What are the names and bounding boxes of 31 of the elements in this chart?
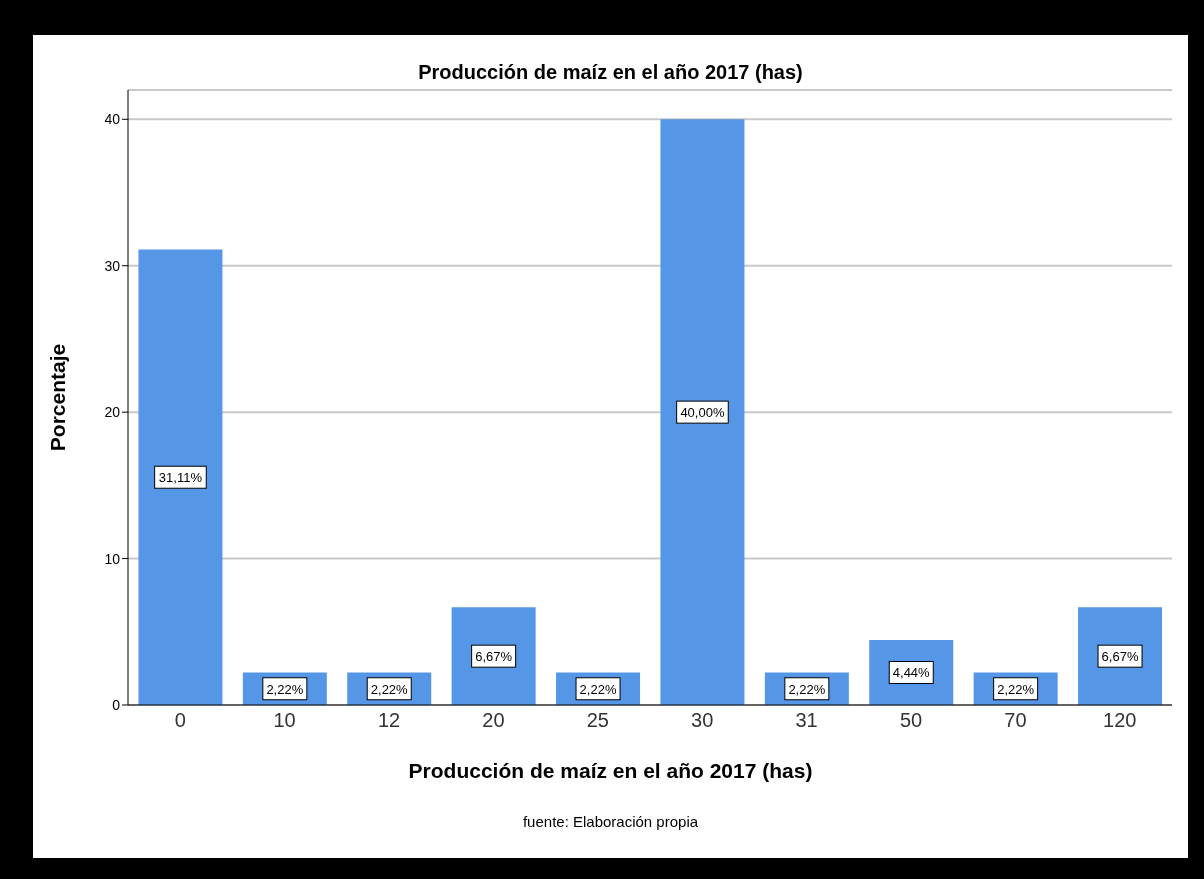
y-tick-label: 0 <box>112 696 121 713</box>
chart-title: Producción de maíz en el año 2017 (has) <box>417 61 804 84</box>
data-label: 2,22% <box>788 681 826 697</box>
bar <box>138 249 223 705</box>
y-axis-title: Porcentaje <box>46 343 70 452</box>
x-tick-label: 70 <box>1004 709 1027 732</box>
data-label: 6,67% <box>1101 649 1139 665</box>
data-label: 4,44% <box>892 665 931 681</box>
data-label: 6,67% <box>475 649 513 665</box>
x-tick-label: 0 <box>174 709 186 732</box>
data-label: 31,11% <box>158 470 203 486</box>
y-tick-label: 10 <box>104 550 121 567</box>
y-tick-label: 40 <box>104 111 121 128</box>
data-label: 2,22% <box>579 681 617 697</box>
x-tick-label: 20 <box>482 709 505 732</box>
y-tick-label: 30 <box>104 257 121 274</box>
source-note: fuente: Elaboración propia <box>521 813 700 830</box>
x-tick-label: 31 <box>795 709 818 732</box>
x-tick-label: 30 <box>691 709 714 732</box>
data-label: 2,22% <box>266 681 304 697</box>
data-label: 40,00% <box>680 405 725 421</box>
x-tick-label: 12 <box>377 709 401 732</box>
x-axis-title: Producción de maíz en el año 2017 (has) <box>407 759 814 783</box>
x-tick-label: 10 <box>273 709 296 732</box>
y-tick-label: 20 <box>104 404 121 421</box>
x-tick-label: 120 <box>1103 709 1137 732</box>
x-tick-label: 25 <box>586 709 609 732</box>
bar <box>660 119 745 705</box>
data-label: 2,22% <box>997 681 1035 697</box>
x-tick-label: 50 <box>899 709 923 732</box>
data-label: 2,22% <box>370 681 409 697</box>
